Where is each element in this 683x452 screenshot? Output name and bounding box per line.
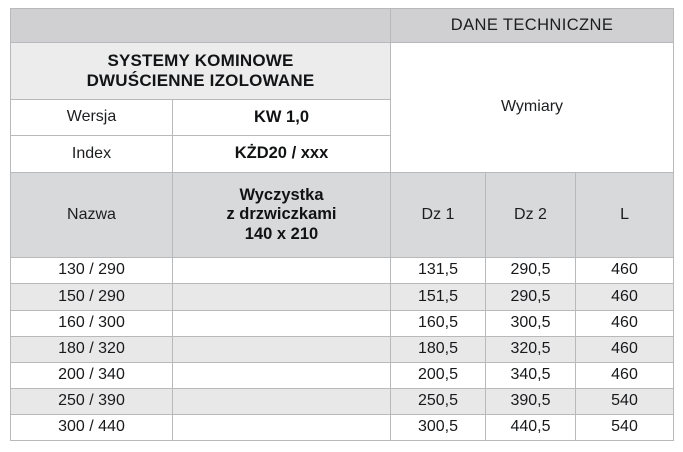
column-header-dz2: Dz 2 — [485, 171, 576, 259]
cell-product — [172, 413, 391, 442]
cell-l: 460 — [574, 335, 675, 363]
cell-dz2: 440,5 — [485, 413, 576, 442]
cell-dz1: 250,5 — [390, 387, 486, 415]
cell-dz1: 160,5 — [390, 309, 486, 337]
cell-nazwa: 200 / 340 — [10, 361, 173, 389]
table-row: 200 / 340 200,5 340,5 460 — [10, 361, 675, 389]
cell-l: 460 — [574, 257, 675, 285]
cell-dz2: 390,5 — [485, 387, 576, 415]
table-row: 130 / 290 131,5 290,5 460 — [10, 257, 675, 285]
cell-nazwa: 130 / 290 — [10, 257, 173, 285]
technical-data-title: DANE TECHNICZNE — [389, 7, 675, 44]
cell-dz2: 290,5 — [485, 283, 576, 311]
cell-l: 460 — [574, 309, 675, 337]
cell-product — [172, 335, 391, 363]
cell-dz1: 300,5 — [390, 413, 486, 442]
cell-nazwa: 300 / 440 — [10, 413, 173, 442]
cell-dz2: 340,5 — [485, 361, 576, 389]
technical-data-table: DANE TECHNICZNE SYSTEMY KOMINOWE DWUŚCIE… — [10, 7, 675, 442]
column-header-nazwa: Nazwa — [10, 171, 173, 259]
wersja-label: Wersja — [10, 98, 173, 137]
column-header-l: L — [574, 171, 675, 259]
cell-l: 460 — [574, 361, 675, 389]
column-header-product: Wyczystka z drzwiczkami 140 x 210 — [172, 171, 391, 259]
product-title-line1: SYSTEMY KOMINOWE — [107, 51, 294, 71]
table-row: 300 / 440 300,5 440,5 540 — [10, 413, 675, 442]
table-row-title: SYSTEMY KOMINOWE DWUŚCIENNE IZOLOWANE Wy… — [10, 42, 675, 173]
table-row-band: DANE TECHNICZNE — [10, 7, 675, 44]
cell-dz1: 180,5 — [390, 335, 486, 363]
band-blank-cell — [10, 7, 391, 44]
column-header-dz1: Dz 1 — [390, 171, 486, 259]
cell-dz2: 300,5 — [485, 309, 576, 337]
cell-dz1: 131,5 — [390, 257, 486, 285]
column-header-product-line1: Wyczystka — [239, 185, 324, 204]
cell-product — [172, 361, 391, 389]
cell-product — [172, 257, 391, 285]
product-title: SYSTEMY KOMINOWE DWUŚCIENNE IZOLOWANE — [10, 42, 391, 100]
cell-dz1: 200,5 — [390, 361, 486, 389]
cell-nazwa: 160 / 300 — [10, 309, 173, 337]
table-header-row: Nazwa Wyczystka z drzwiczkami 140 x 210 … — [10, 171, 675, 259]
table-row: 160 / 300 160,5 300,5 460 — [10, 309, 675, 337]
column-header-product-line2: z drzwiczkami — [226, 205, 337, 224]
wersja-value: KW 1,0 — [172, 98, 391, 137]
table-row-wersja: Wersja KW 1,0 — [10, 98, 674, 137]
table-row: 250 / 390 250,5 390,5 540 — [10, 387, 675, 415]
cell-l: 540 — [574, 387, 675, 415]
product-title-line2: DWUŚCIENNE IZOLOWANE — [86, 71, 315, 91]
cell-nazwa: 250 / 390 — [10, 387, 173, 415]
cell-l: 540 — [574, 413, 675, 442]
cell-nazwa: 150 / 290 — [10, 283, 173, 311]
dimensions-header: Wymiary — [389, 42, 675, 173]
cell-dz2: 290,5 — [485, 257, 576, 285]
cell-product — [172, 387, 391, 415]
cell-dz1: 151,5 — [390, 283, 486, 311]
index-label: Index — [10, 135, 173, 173]
cell-l: 460 — [574, 283, 675, 311]
table-row: 150 / 290 151,5 290,5 460 — [10, 283, 675, 311]
cell-nazwa: 180 / 320 — [10, 335, 173, 363]
cell-product — [172, 283, 391, 311]
table-row: 180 / 320 180,5 320,5 460 — [10, 335, 675, 363]
table-row-index: Index KŻD20 / xxx — [10, 135, 674, 173]
index-value: KŻD20 / xxx — [172, 135, 391, 173]
column-header-product-line3: 140 x 210 — [244, 224, 319, 243]
cell-product — [172, 309, 391, 337]
cell-dz2: 320,5 — [485, 335, 576, 363]
